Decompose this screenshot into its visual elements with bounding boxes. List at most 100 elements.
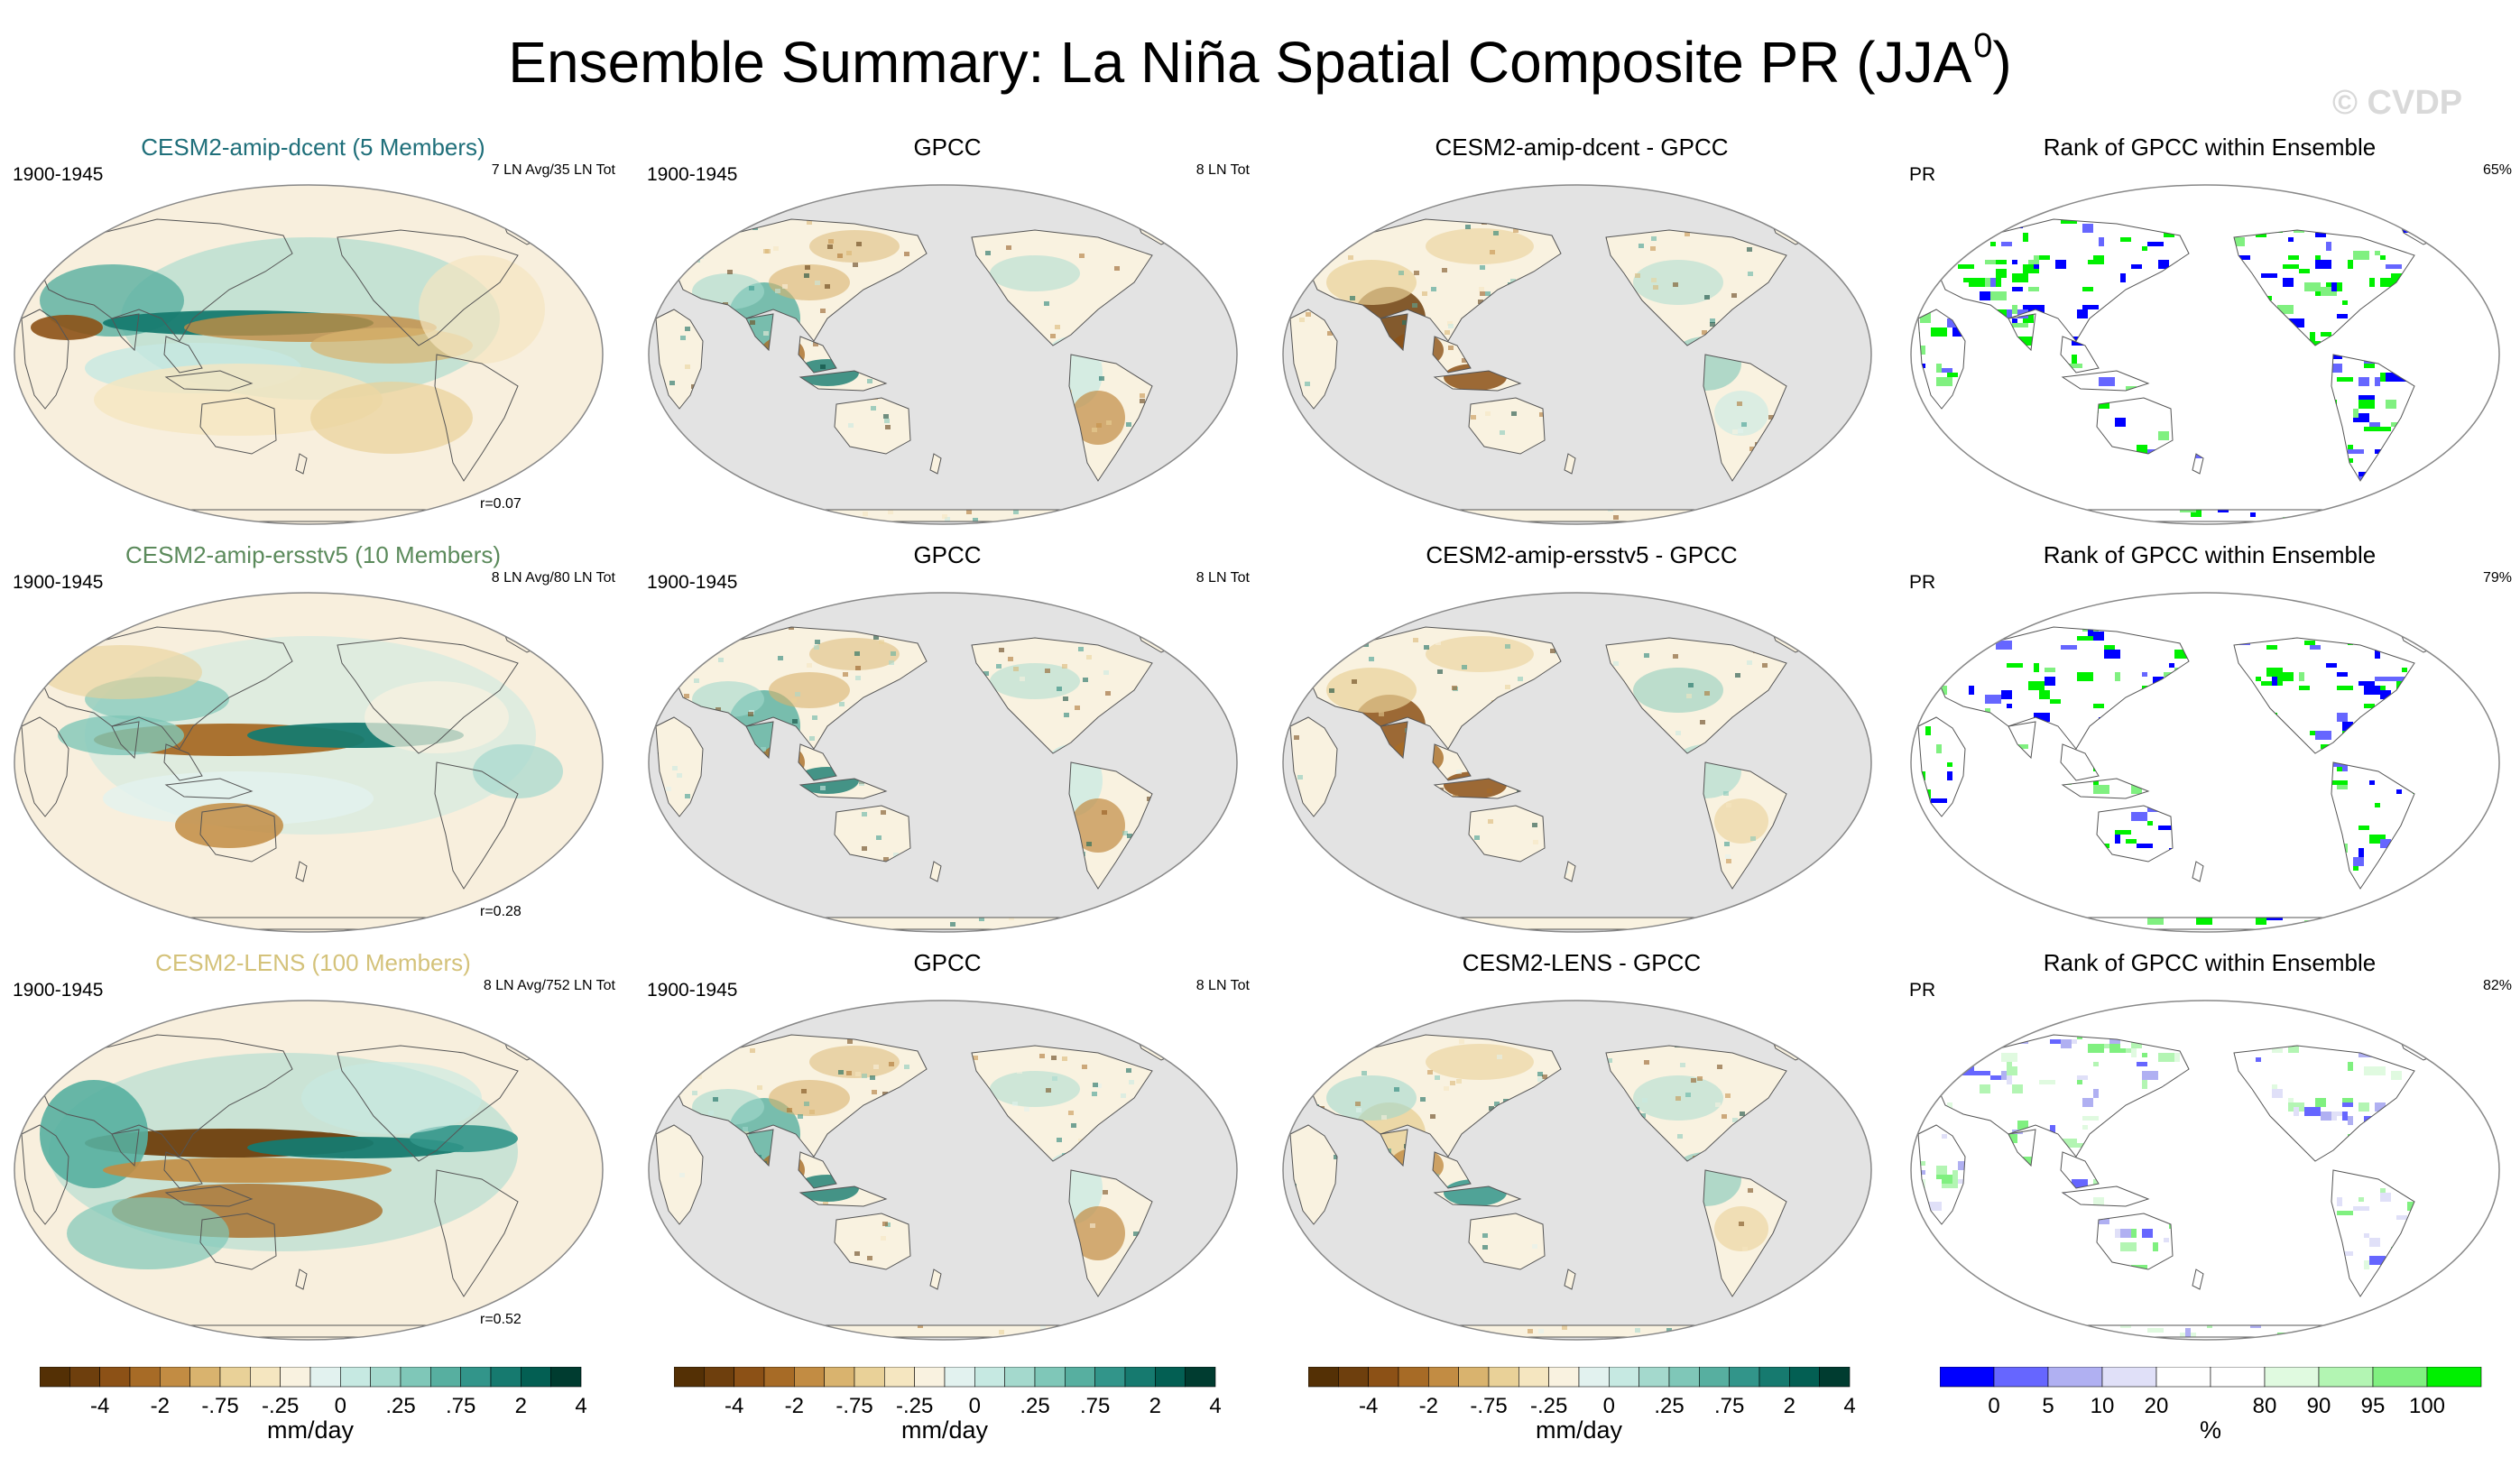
colorbar-tick-label: 2 xyxy=(1783,1394,1796,1418)
coastline-nz xyxy=(929,1268,942,1290)
grid-cell xyxy=(1352,679,1357,684)
rank-cell xyxy=(2310,591,2315,600)
grid-cell xyxy=(1675,1096,1681,1101)
grid-cell xyxy=(996,664,1002,669)
colorbar-swatch xyxy=(2155,1367,2211,1388)
rank-cell xyxy=(1918,1260,1925,1269)
rank-cell xyxy=(1918,686,1920,690)
model-title: CESM2-LENS (100 Members) xyxy=(155,949,471,976)
rank-cell xyxy=(2402,893,2418,898)
rank-cell xyxy=(2131,785,2142,794)
grid-cell xyxy=(722,1295,727,1299)
grid-cell xyxy=(1420,1097,1426,1102)
grid-cell xyxy=(1379,712,1384,716)
grid-cell xyxy=(1078,647,1084,651)
panel-obs-row2: GPCC 1900-1945 8 LN Tot xyxy=(636,541,1259,947)
grid-cell xyxy=(1532,1244,1537,1249)
obs-title: GPCC xyxy=(913,949,982,976)
grid-cell xyxy=(1282,868,1288,872)
grid-cell xyxy=(779,504,784,509)
obs-title: GPCC xyxy=(913,134,982,161)
rank-cell xyxy=(2331,282,2337,291)
grid-cell xyxy=(1353,1047,1359,1051)
rank-cell xyxy=(2007,1066,2017,1075)
obs-period: 1900-1945 xyxy=(647,164,738,185)
grid-cell xyxy=(1805,486,1810,491)
rank-cell xyxy=(1952,463,1963,472)
rank-cell xyxy=(2494,1315,2501,1319)
grid-cell xyxy=(1173,909,1178,913)
rank-cell xyxy=(2483,591,2488,600)
grid-cell xyxy=(1488,819,1493,824)
rank-cell xyxy=(2191,454,2202,458)
grid-cell xyxy=(1663,186,1668,190)
rank-cell xyxy=(2283,278,2294,287)
rank-cell xyxy=(2467,623,2472,632)
grid-cell xyxy=(1045,669,1050,673)
rank-cell xyxy=(1947,197,1963,201)
grid-cell xyxy=(966,510,972,514)
model-map xyxy=(14,592,604,933)
grid-cell xyxy=(1806,596,1812,601)
rank-cell xyxy=(2082,287,2093,291)
grid-cell xyxy=(1083,678,1088,682)
grid-cell xyxy=(1723,791,1729,796)
rank-cell xyxy=(2456,1003,2461,1008)
grid-cell xyxy=(893,853,899,857)
coastline-seasia xyxy=(798,336,837,374)
rank-cell xyxy=(2494,512,2499,517)
anomaly-region xyxy=(103,1158,392,1183)
rank-cell xyxy=(2326,364,2342,373)
coastline-samerica xyxy=(1703,761,1787,890)
grid-cell xyxy=(1217,250,1223,254)
grid-cell xyxy=(656,435,657,439)
grid-cell xyxy=(1290,226,1295,231)
grid-cell xyxy=(1356,1108,1362,1112)
coastline-africa xyxy=(1289,1124,1338,1225)
grid-cell xyxy=(1480,1001,1485,1006)
rank-cell xyxy=(2028,920,2034,925)
grid-cell xyxy=(690,924,696,928)
map-border xyxy=(1282,592,1872,933)
rank-cell xyxy=(2429,201,2445,206)
grid-cell xyxy=(761,747,766,752)
rank-cell xyxy=(2077,1080,2082,1084)
map-border xyxy=(1282,1000,1872,1341)
coastline-africa xyxy=(1289,309,1338,410)
grid-cell xyxy=(1715,1102,1721,1107)
grid-cell xyxy=(1857,235,1862,240)
grid-cell xyxy=(1748,272,1753,276)
grid-cell xyxy=(1819,621,1823,625)
grid-cell xyxy=(879,640,884,644)
grid-cell xyxy=(846,251,852,255)
rank-cell xyxy=(1980,476,1996,485)
rank-cell xyxy=(1931,233,1936,242)
rank-cell xyxy=(1985,490,2001,494)
rank-cell xyxy=(2028,287,2039,291)
rank-cell xyxy=(2082,1098,2093,1107)
rank-cell xyxy=(2131,1044,2142,1048)
grid-cell xyxy=(1505,685,1510,689)
rank-cell xyxy=(1909,521,1920,526)
grid-cell xyxy=(1304,1304,1309,1308)
grid-cell xyxy=(660,602,665,606)
rank-cell xyxy=(2418,595,2423,600)
grid-cell xyxy=(697,1075,702,1079)
rank-cell xyxy=(2082,224,2093,233)
period-label: 1900-1945 xyxy=(13,980,104,1001)
grid-cell xyxy=(1324,1039,1329,1044)
grid-cell xyxy=(1347,592,1352,596)
rank-cell xyxy=(2034,255,2039,264)
rank-cell xyxy=(1918,826,1920,835)
rank-cell xyxy=(2483,273,2488,282)
grid-cell xyxy=(1334,1155,1339,1159)
colorbar-swatch xyxy=(1758,1367,1790,1388)
rank-cell xyxy=(1920,418,1925,427)
colorbar-tick-label: 90 xyxy=(2306,1394,2331,1418)
rank-cell xyxy=(2131,812,2147,821)
rank-cell xyxy=(2137,844,2153,848)
grid-cell xyxy=(1195,1313,1201,1317)
colorbar-tick-label: .25 xyxy=(385,1394,416,1418)
rank-cell xyxy=(1918,1075,1920,1084)
grid-cell xyxy=(1063,696,1068,701)
